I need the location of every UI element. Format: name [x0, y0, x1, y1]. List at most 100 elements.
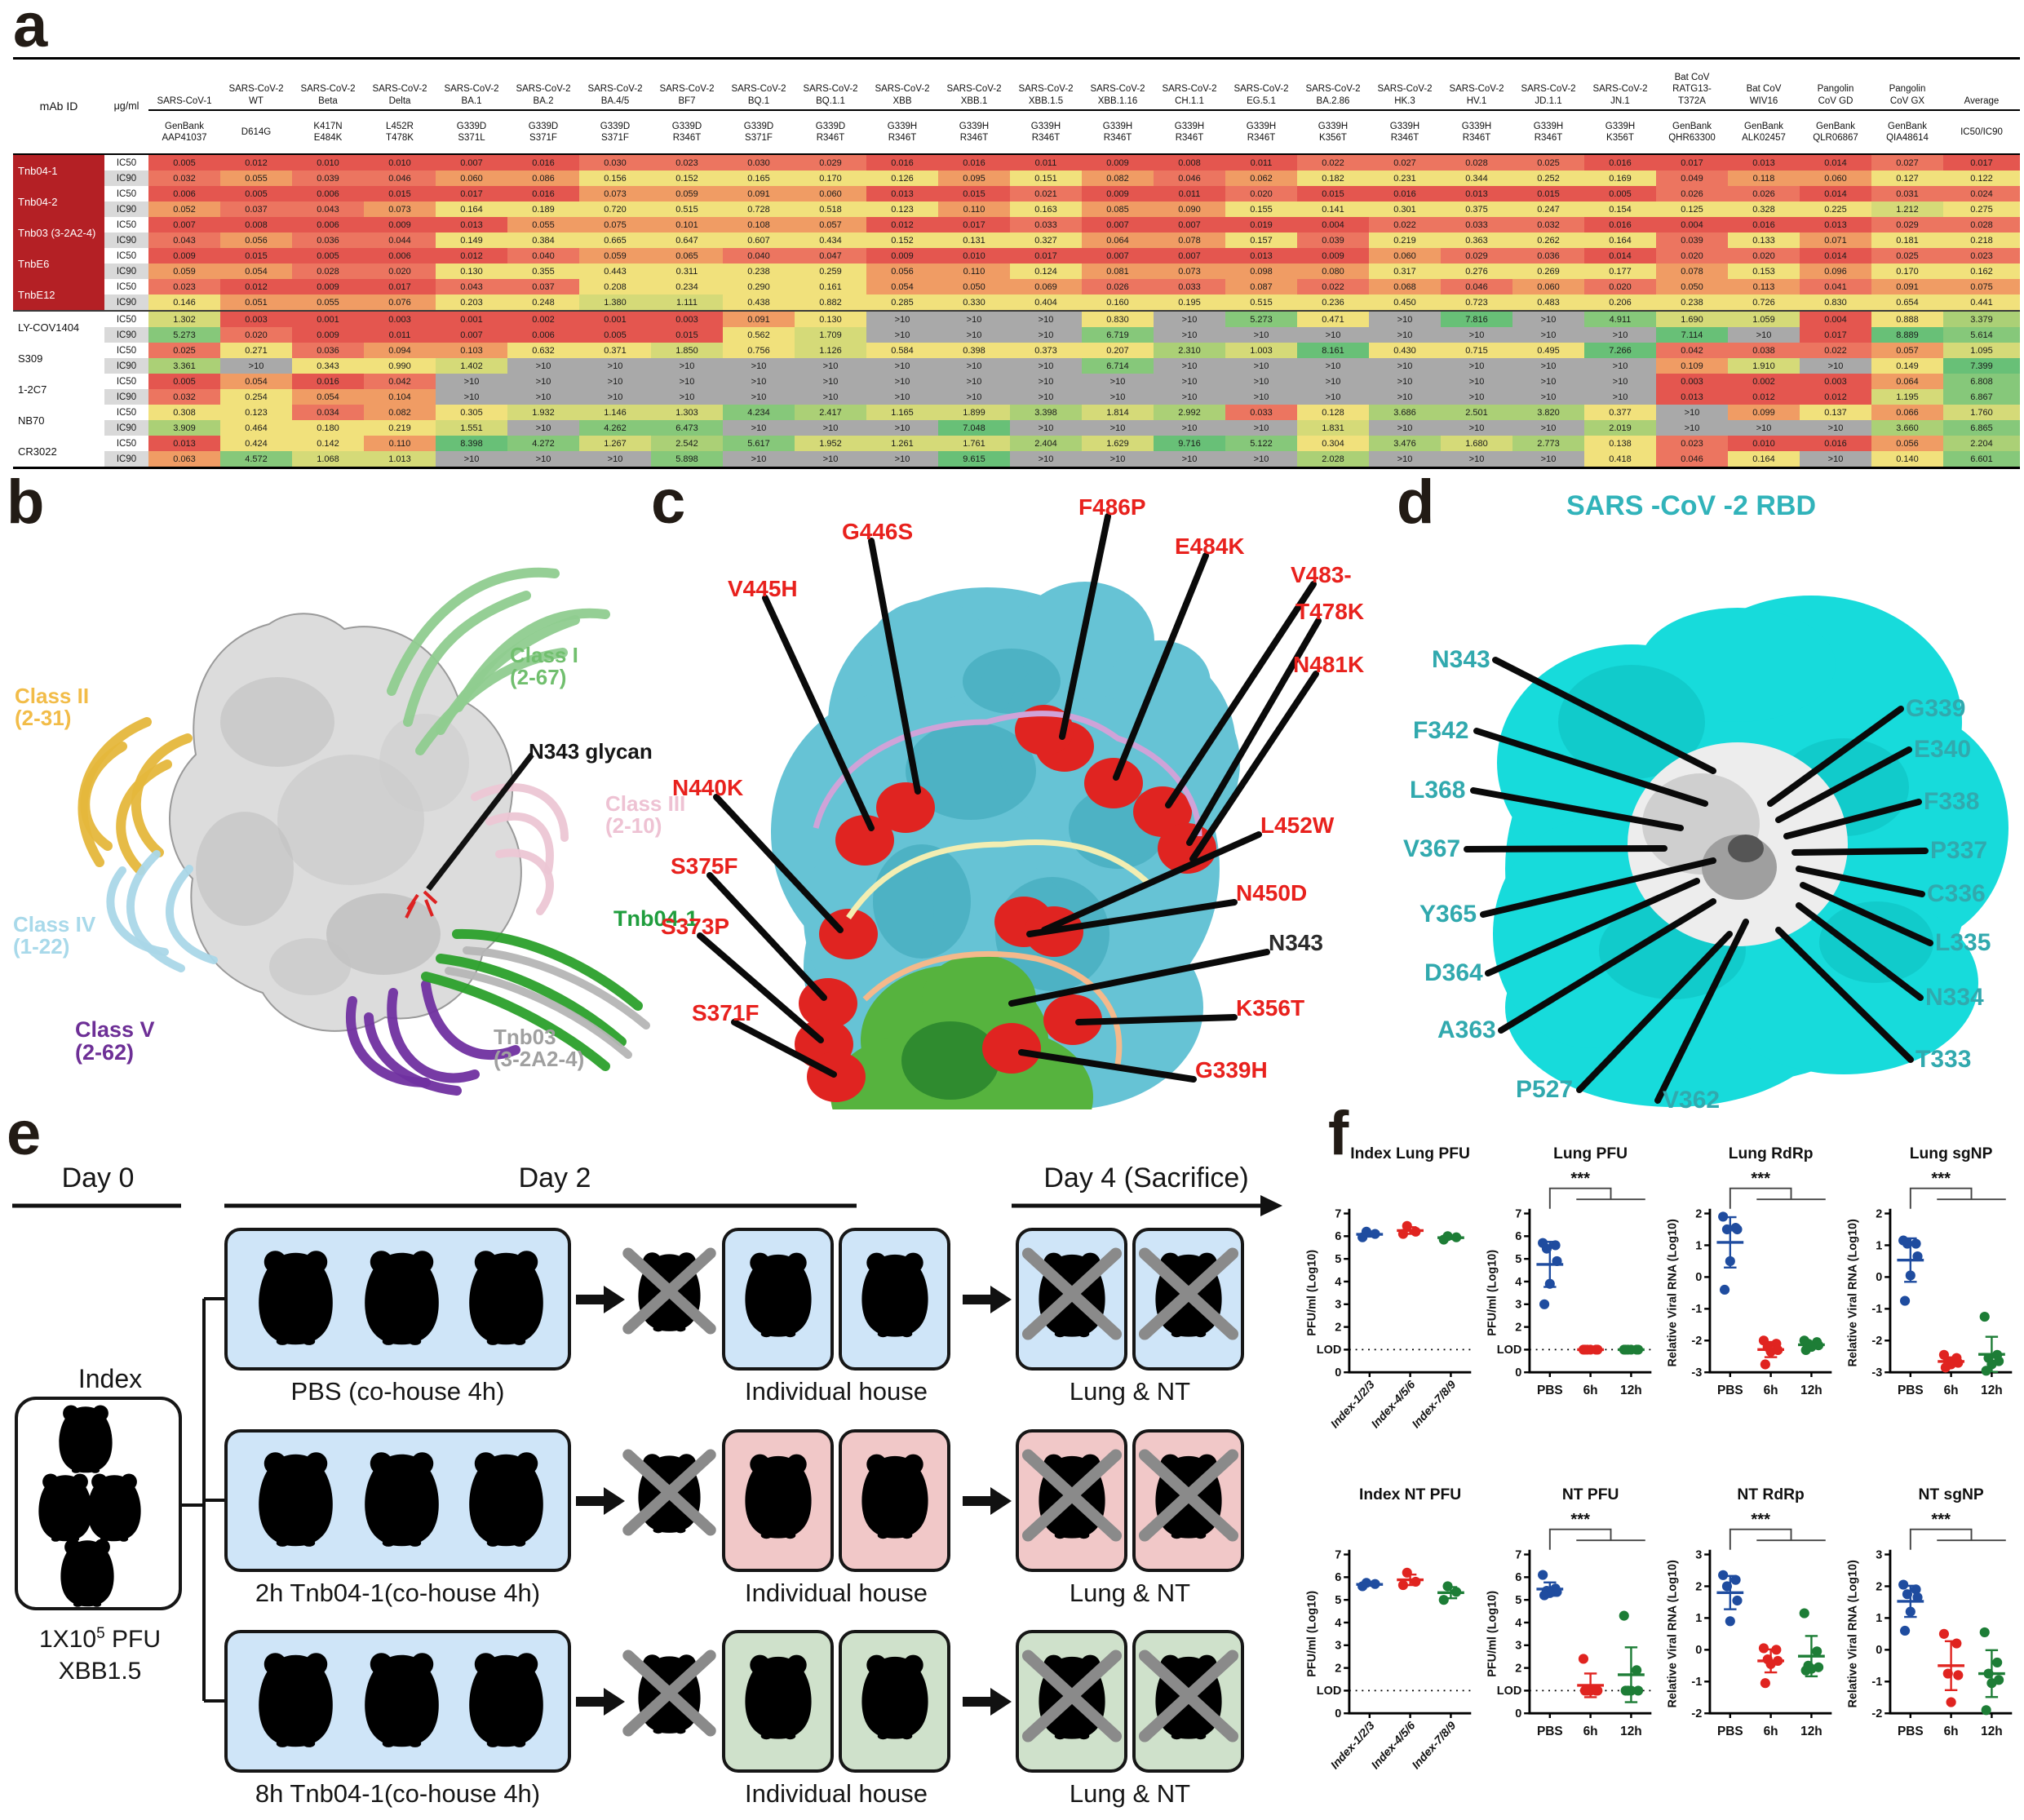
- data-point: [1981, 1366, 1991, 1376]
- ic90-value-cell: 1.195: [1871, 389, 1943, 405]
- ic50-value-cell: >10: [866, 374, 938, 389]
- ic90-value-cell: 0.133: [1728, 232, 1800, 248]
- data-point: [1361, 1578, 1372, 1588]
- mab-id-cell: Tnb04-2: [13, 186, 104, 217]
- ic50-value-cell: 4.234: [723, 405, 795, 420]
- variant-header: SARS-CoV-2 BA.4/5: [579, 58, 651, 110]
- hamster-naive: [469, 1251, 543, 1345]
- ic90-value-cell: 0.164: [1728, 451, 1800, 468]
- ic50-value-cell: >10: [651, 374, 723, 389]
- lung-nt-label: Lung & NT: [1069, 1779, 1191, 1808]
- ic90-value-cell: 0.238: [723, 263, 795, 279]
- hamster-shape: [745, 1454, 812, 1539]
- mutation-subheader: G339D S371L: [436, 109, 507, 154]
- ic90-value-cell: >10: [1297, 389, 1369, 405]
- leader-line: [1470, 787, 1684, 831]
- leader-line: [1041, 831, 1262, 933]
- ic90-value-cell: >10: [1800, 451, 1871, 468]
- ic50-value-cell: 0.028: [1943, 217, 2020, 232]
- ic50-value-cell: 2.404: [1010, 436, 1082, 451]
- ic50-value-cell: 0.040: [507, 248, 579, 263]
- ic90-value-cell: 0.054: [292, 389, 364, 405]
- ribbon: [421, 980, 520, 1061]
- hamster-index: [259, 1251, 333, 1345]
- ic90-value-cell: >10: [1369, 389, 1441, 405]
- x-tick-label: 12h: [1800, 1725, 1822, 1738]
- ribbon: [421, 972, 610, 1071]
- ic90-value-cell: 0.123: [866, 201, 938, 217]
- ic90-value-cell: 0.206: [1584, 294, 1656, 311]
- ic50-value-cell: >10: [1584, 374, 1656, 389]
- data-point: [1760, 1359, 1770, 1370]
- cross-mark: [1021, 1449, 1123, 1542]
- ic50-value-cell: 2.773: [1512, 436, 1584, 451]
- ic50-value-cell: 0.022: [1369, 217, 1441, 232]
- ic50-value-cell: >10: [1010, 310, 1082, 327]
- mutation-label-g446s: G446S: [842, 519, 914, 544]
- ic50-value-cell: 0.016: [938, 154, 1010, 170]
- hamster-shape: [59, 1405, 113, 1473]
- ic50-value-cell: 0.007: [148, 217, 220, 232]
- ic50-value-cell: 0.142: [292, 436, 364, 451]
- ic50-value-cell: 0.113: [1728, 279, 1800, 294]
- mab-row-ic90: IC90 0.063 4.572 1.068 1.013 >10 >10 >10 5.898 >1…: [13, 451, 2020, 468]
- mab-row-ic50: NB70 IC50 0.308 0.123 0.034 0.082 0.305 1.932 1.…: [13, 405, 2020, 436]
- ic90-value-cell: 1.709: [795, 327, 866, 343]
- leader-line: [697, 932, 824, 1043]
- ic50-value-cell: 0.137: [1800, 405, 1871, 420]
- y-tick-label: 4: [1335, 1276, 1341, 1289]
- ic50-value-cell: 0.014: [1800, 154, 1871, 170]
- ic90-value-cell: >10: [1225, 389, 1297, 405]
- ic90-value-cell: 0.170: [1871, 263, 1943, 279]
- class-label-n343-glycan: N343 glycan: [529, 739, 653, 764]
- ic50-value-cell: >10: [1656, 405, 1728, 420]
- leader-line: [1165, 581, 1317, 808]
- ic50-value-cell: 0.091: [723, 310, 795, 327]
- ic90-value-cell: 0.051: [220, 294, 292, 311]
- ic50-value-cell: 0.029: [1441, 248, 1512, 263]
- ic90-value-cell: 0.218: [1943, 232, 2020, 248]
- ic90-value-cell: 7.399: [1943, 358, 2020, 374]
- ic90-value-cell: 0.483: [1512, 294, 1584, 311]
- y-tick-label: 0: [1876, 1271, 1882, 1284]
- significance-bracket: [1548, 1528, 1645, 1550]
- data-point: [1902, 1589, 1913, 1600]
- ic50-value-cell: 0.025: [148, 343, 220, 358]
- mutation-label-f486p: F486P: [1078, 494, 1146, 520]
- data-point: [1411, 1226, 1421, 1237]
- ic50-value-cell: 1.303: [651, 405, 723, 420]
- ic90-value-cell: 0.518: [795, 201, 866, 217]
- mab-row-ic50: TnbE6 IC50 0.009 0.015 0.005 0.006 0.012 0.040 0…: [13, 248, 2020, 279]
- data-point: [1451, 1232, 1462, 1242]
- ic50-value-cell: 1.003: [1225, 343, 1297, 358]
- residue-label-g339: G339: [1906, 695, 1966, 722]
- variant-header: SARS-CoV-2 Beta: [292, 58, 364, 110]
- ribbon: [131, 733, 193, 857]
- arrow-shape: [576, 1486, 625, 1515]
- hamster-index: [622, 1247, 716, 1335]
- ribbon: [463, 946, 650, 1030]
- ic50-value-cell: 3.820: [1512, 405, 1584, 420]
- significance-bracket: [1729, 1187, 1826, 1209]
- ic50-value-cell: 0.016: [1584, 154, 1656, 170]
- ic90-value-cell: >10: [1512, 451, 1584, 468]
- plot-title: Lung PFU: [1553, 1145, 1628, 1162]
- ribbon: [364, 1012, 462, 1096]
- y-tick-label: 7: [1335, 1207, 1341, 1220]
- plot-title: Index NT PFU: [1359, 1486, 1461, 1503]
- ic50-value-cell: 0.014: [1800, 186, 1871, 201]
- variant-header: Average: [1943, 58, 2020, 110]
- glycan-stick: [424, 899, 434, 917]
- hamster-naive: [1021, 1650, 1123, 1743]
- ic50-value-cell: 0.305: [436, 405, 507, 420]
- y-tick-label: 2: [1515, 1662, 1521, 1675]
- ribbon: [78, 717, 152, 867]
- ic90-value-cell: >10: [1584, 358, 1656, 374]
- data-point: [1911, 1584, 1921, 1595]
- data-point: [1725, 1616, 1735, 1627]
- ic90-value-cell: 0.330: [938, 294, 1010, 311]
- ic50-value-cell: 0.013: [1441, 186, 1512, 201]
- ic50-value-cell: >10: [436, 374, 507, 389]
- y-tick-label: 1: [1876, 1239, 1882, 1252]
